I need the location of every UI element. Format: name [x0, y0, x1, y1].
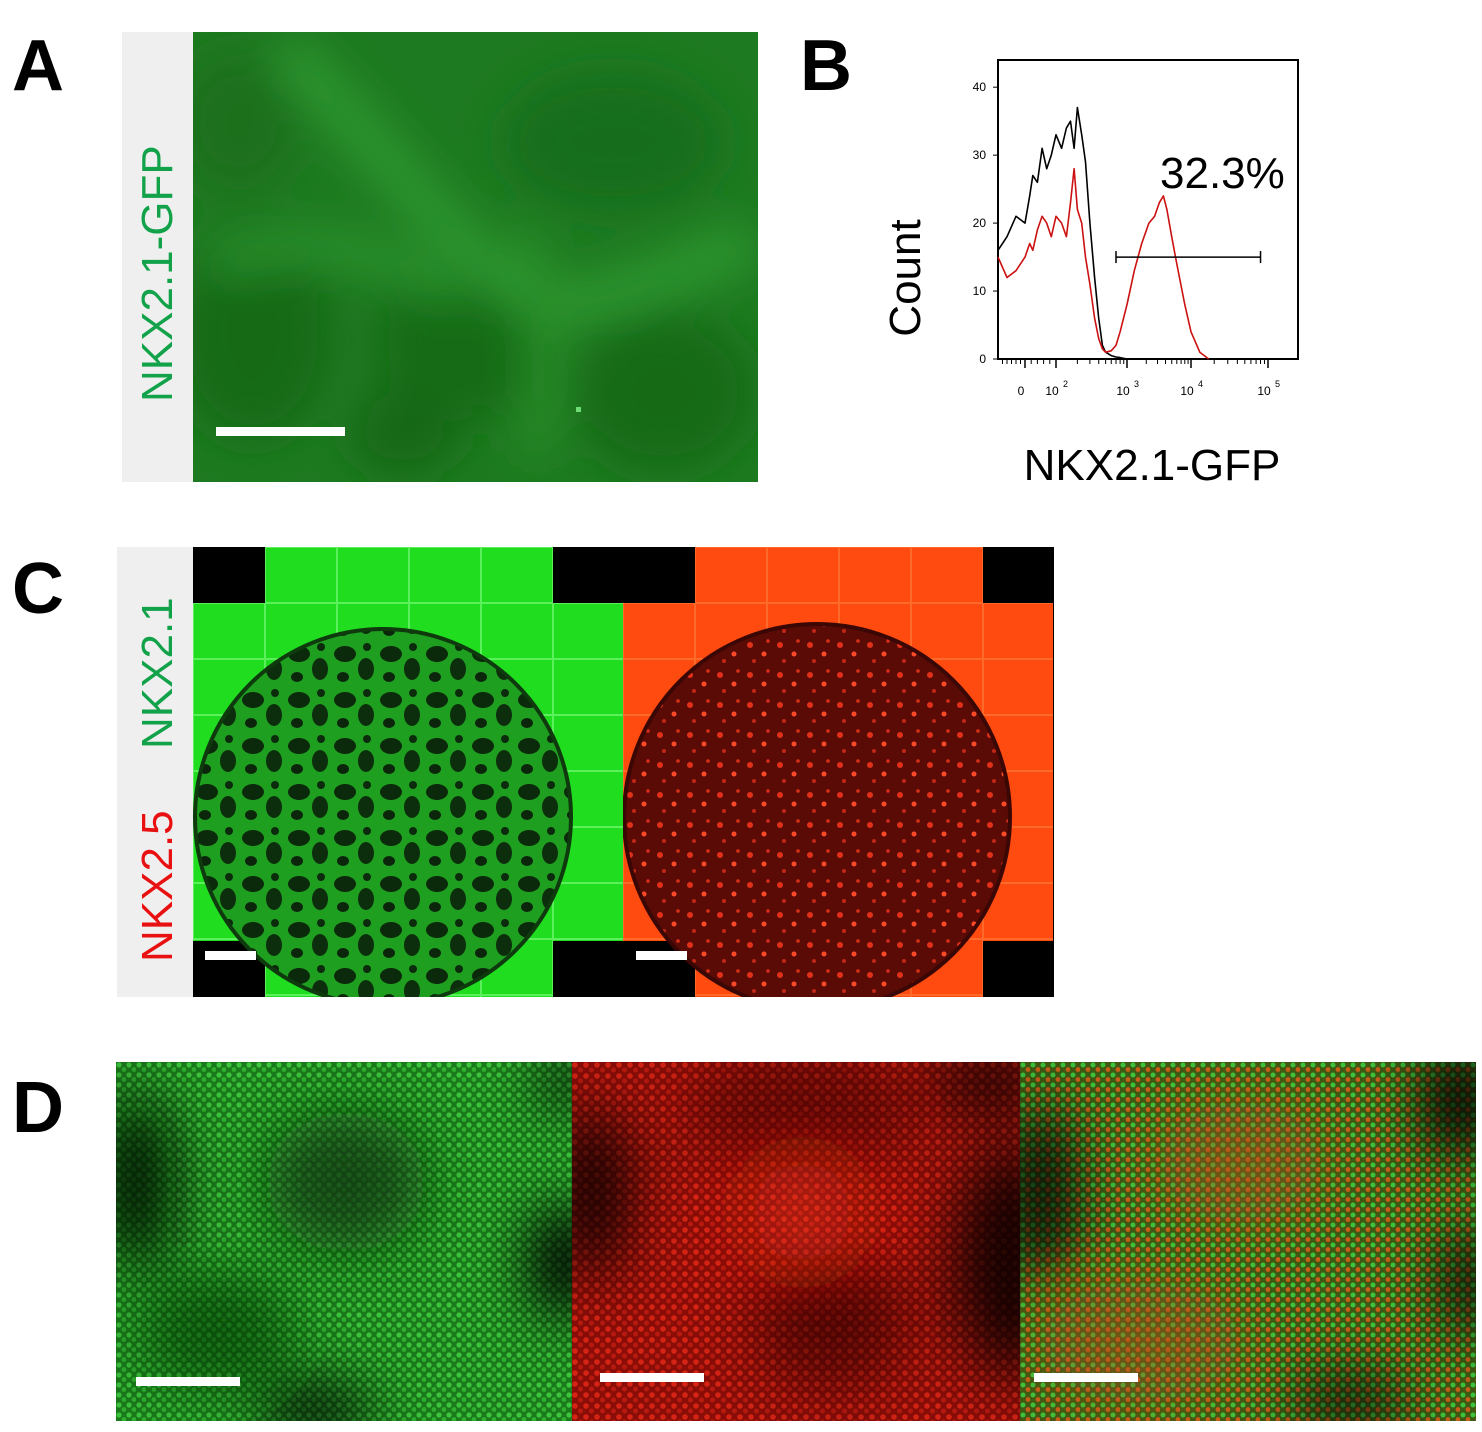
- panel-d-green-svg: [116, 1062, 572, 1421]
- panel-d-merge-image: [1020, 1062, 1476, 1421]
- panel-c-label-red: NKX2.5: [133, 810, 182, 962]
- panel-d-red-image: [572, 1062, 1020, 1421]
- panel-d-red-scale-bar: [600, 1373, 704, 1382]
- y-tick-label: 10: [973, 284, 987, 298]
- x-tick-label: 0: [1018, 384, 1025, 398]
- y-tick-label: 20: [973, 216, 987, 230]
- panel-c-label-green: NKX2.1: [133, 597, 182, 749]
- panel-a-channel-label: NKX2.1-GFP: [133, 145, 182, 402]
- panel-c-red-scale-bar: [636, 951, 687, 960]
- histogram-series-1: [997, 167, 1210, 360]
- y-tick-label: 30: [973, 148, 987, 162]
- panel-a-gfp-micrograph: [193, 32, 758, 482]
- panel-a-scale-bar: [216, 427, 345, 436]
- y-tick-label: 0: [979, 352, 986, 366]
- panel-d-merge-scale-bar: [1034, 1373, 1138, 1382]
- panel-c-label-strip: [117, 547, 193, 997]
- panel-d-letter: D: [12, 1068, 64, 1148]
- x-tick-label: 10: [1045, 384, 1059, 398]
- panel-c-green-well-image: [193, 547, 623, 997]
- x-axis-title: NKX2.1-GFP: [1024, 441, 1281, 490]
- panel-d-merge-svg: [1020, 1062, 1476, 1421]
- x-tick-exponent: 5: [1275, 379, 1280, 389]
- panel-d-red-svg: [572, 1062, 1020, 1421]
- x-tick-label: 10: [1257, 384, 1271, 398]
- x-tick-label: 10: [1116, 384, 1130, 398]
- panel-b-letter: B: [800, 26, 852, 106]
- panel-c-letter: C: [12, 549, 64, 629]
- y-axis-title: Count: [881, 219, 930, 336]
- gate-percent-label: 32.3%: [1160, 149, 1285, 198]
- panel-c-green-scale-bar: [205, 951, 256, 960]
- x-tick-exponent: 3: [1134, 379, 1139, 389]
- histogram-series-0: [997, 106, 1128, 360]
- panel-a-letter: A: [12, 26, 64, 106]
- y-tick-label: 40: [973, 80, 987, 94]
- x-tick-exponent: 4: [1198, 379, 1203, 389]
- panel-a-label-strip: [122, 32, 193, 482]
- panel-d-green-scale-bar: [136, 1377, 240, 1386]
- panel-d-green-image: [116, 1062, 572, 1421]
- panel-a-micrograph-image: [193, 32, 758, 482]
- plot-frame: [997, 59, 1299, 360]
- x-tick-label: 10: [1180, 384, 1194, 398]
- x-tick-exponent: 2: [1063, 379, 1068, 389]
- panel-c-red-well-svg: [623, 547, 1054, 997]
- panel-c-green-well-svg: [193, 547, 623, 997]
- panel-c-red-well-image: [623, 547, 1054, 997]
